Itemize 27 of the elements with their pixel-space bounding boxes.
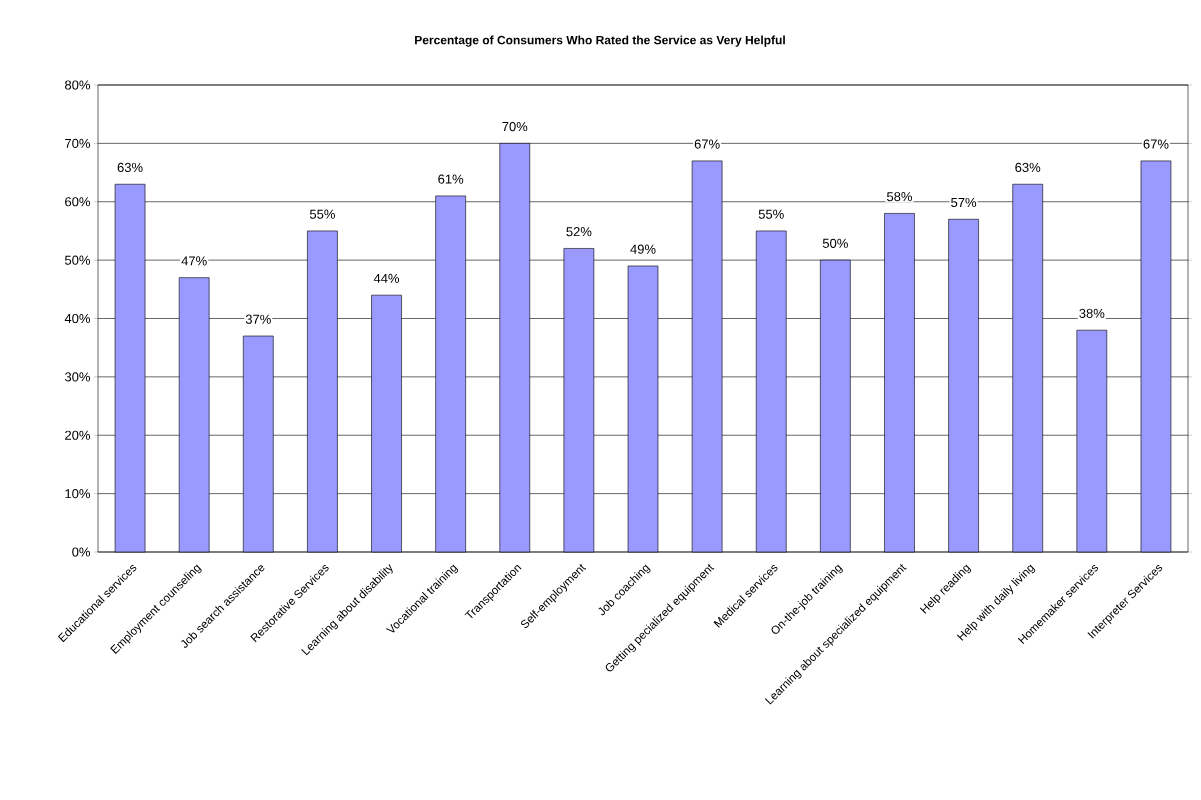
chart-title: Percentage of Consumers Who Rated the Service as Very Helpful <box>415 35 785 47</box>
y-tick-label: 20% <box>65 430 91 440</box>
y-tick-label: 70% <box>65 138 91 148</box>
data-label: 55% <box>758 209 784 219</box>
data-label: 49% <box>630 244 656 254</box>
y-tick-label: 60% <box>65 197 91 207</box>
data-label: 61% <box>438 174 464 184</box>
y-tick-label: 80% <box>65 80 91 90</box>
data-label: 37% <box>245 314 271 324</box>
y-tick-label: 30% <box>64 372 91 382</box>
data-label: 38% <box>1079 308 1105 318</box>
data-label: 44% <box>373 273 400 283</box>
data-label: 55% <box>309 209 335 219</box>
data-label: 50% <box>822 238 848 248</box>
data-label: 47% <box>181 256 207 266</box>
data-label: 63% <box>1015 162 1041 173</box>
data-label: 67% <box>694 139 720 149</box>
data-label: 63% <box>117 162 143 173</box>
data-label: 57% <box>951 197 977 208</box>
y-tick-label: 0% <box>72 547 91 557</box>
data-label: 70% <box>502 121 528 132</box>
y-tick-label: 10% <box>65 489 91 499</box>
y-tick-label: 50% <box>64 255 91 265</box>
data-label: 52% <box>566 227 592 237</box>
data-label: 58% <box>886 192 913 202</box>
y-tick-label: 40% <box>64 313 91 324</box>
data-label: 67% <box>1143 139 1169 149</box>
